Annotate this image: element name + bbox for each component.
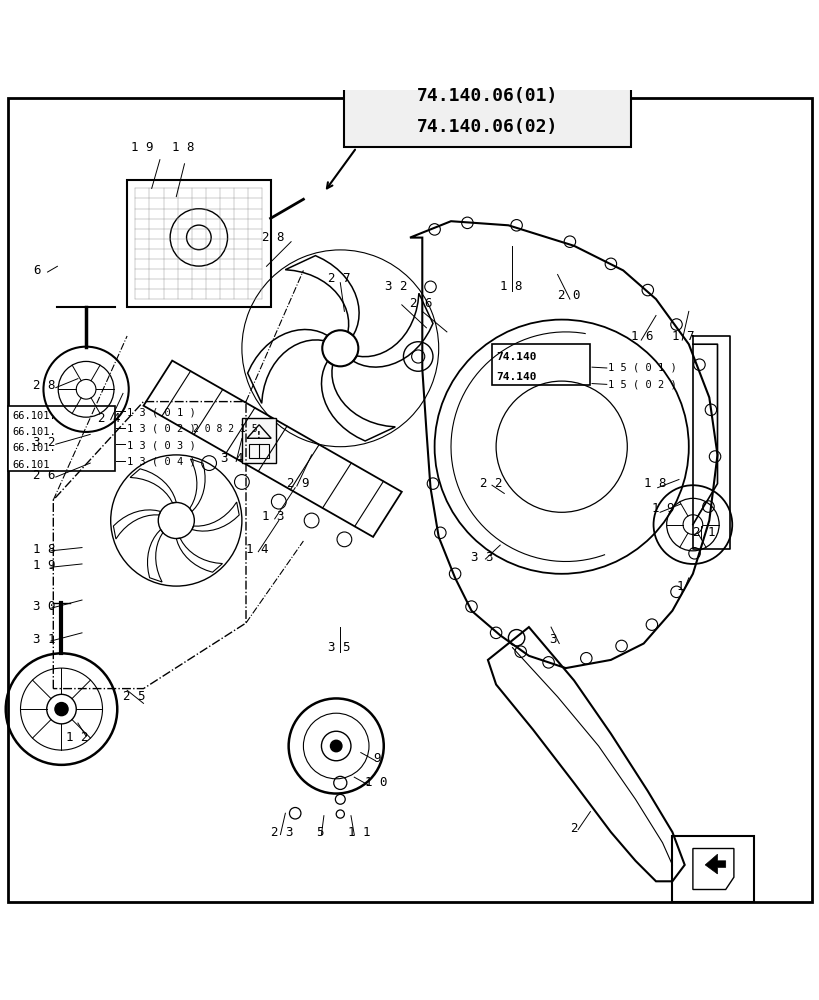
Text: 2 0 8 2 1 5: 2 0 8 2 1 5 [192,424,257,434]
Text: 66.101.: 66.101. [12,443,56,453]
Polygon shape [692,848,733,890]
Text: 74.140: 74.140 [495,372,536,382]
Text: 3 4: 3 4 [221,452,243,466]
Text: 3: 3 [549,633,556,646]
Text: 2 8: 2 8 [262,231,284,244]
Text: 5: 5 [315,826,323,839]
FancyBboxPatch shape [491,344,590,385]
Circle shape [55,703,68,716]
FancyBboxPatch shape [344,74,631,147]
Text: 9: 9 [373,752,380,765]
Text: 2: 2 [569,821,577,834]
Text: 2 4: 2 4 [98,412,120,425]
Text: 1 3 ( 0 1 ): 1 3 ( 0 1 ) [127,407,196,417]
Text: 3 3: 3 3 [471,551,493,564]
Text: 1 5 ( 0 2 ): 1 5 ( 0 2 ) [608,379,676,389]
Text: 1 3 ( 0 2 ): 1 3 ( 0 2 ) [127,424,196,434]
FancyBboxPatch shape [127,180,270,307]
Text: 66.101: 66.101 [12,460,50,470]
Text: 1 6: 1 6 [631,330,653,343]
Text: 1 1: 1 1 [348,826,370,839]
Text: 74.140: 74.140 [495,352,536,361]
Text: 1 8: 1 8 [643,477,665,490]
Text: 1 9: 1 9 [131,141,153,154]
Text: 3 0: 3 0 [33,600,55,613]
Text: 1 4: 1 4 [246,543,268,556]
Text: 66.101.: 66.101. [12,427,56,437]
Text: 2 0: 2 0 [557,289,579,302]
Text: 3 5: 3 5 [328,641,350,654]
Text: 1 9: 1 9 [651,502,673,515]
Text: 1 3: 1 3 [262,510,284,523]
FancyBboxPatch shape [8,406,115,471]
Text: 2 5: 2 5 [123,690,145,703]
Text: 1 9: 1 9 [33,559,55,572]
Text: 2 6: 2 6 [33,469,55,482]
Text: 2 2: 2 2 [479,477,501,490]
Text: 1: 1 [676,580,683,593]
Text: 6: 6 [33,264,40,277]
Text: 1 8: 1 8 [500,280,522,293]
Text: 3 1: 3 1 [33,633,55,646]
FancyBboxPatch shape [242,418,276,463]
Text: 2 9: 2 9 [287,477,309,490]
Text: 2 6: 2 6 [410,297,432,310]
Text: 66.101.: 66.101. [12,411,56,421]
Text: 74.140.06(01): 74.140.06(01) [417,87,558,105]
FancyBboxPatch shape [672,836,753,902]
Text: 1 3 ( 0 4 ): 1 3 ( 0 4 ) [127,456,196,466]
Text: 2 1: 2 1 [692,526,714,539]
Circle shape [330,740,342,752]
Text: 1 2: 1 2 [66,731,88,744]
Text: 1 5 ( 0 1 ): 1 5 ( 0 1 ) [608,363,676,373]
Text: 2 3: 2 3 [270,826,292,839]
Text: 1 8: 1 8 [33,543,55,556]
Text: 74.140.06(02): 74.140.06(02) [417,118,558,136]
Text: 1 3 ( 0 3 ): 1 3 ( 0 3 ) [127,440,196,450]
Text: 1 7: 1 7 [672,330,694,343]
Text: 2 7: 2 7 [328,272,350,285]
Polygon shape [704,854,725,874]
Text: !: ! [257,431,260,440]
Text: 1 0: 1 0 [364,776,387,789]
Text: 2 8: 2 8 [33,379,55,392]
Text: 3 2: 3 2 [33,436,55,449]
Text: 3 2: 3 2 [385,280,407,293]
Text: 1 8: 1 8 [172,141,194,154]
